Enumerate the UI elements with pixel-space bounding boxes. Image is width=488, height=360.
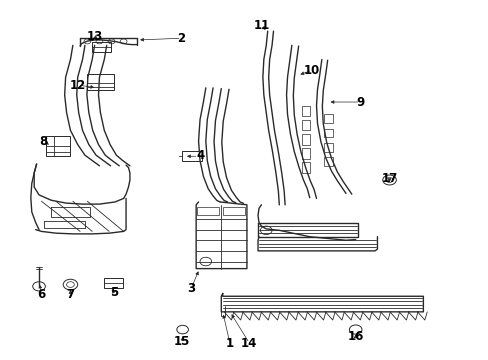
- Text: 10: 10: [304, 64, 320, 77]
- Text: 12: 12: [69, 78, 86, 91]
- Text: 5: 5: [110, 286, 118, 299]
- Text: 1: 1: [225, 337, 234, 350]
- Text: 13: 13: [86, 30, 102, 43]
- Text: 8: 8: [40, 135, 48, 148]
- Text: 15: 15: [173, 335, 189, 348]
- Text: 17: 17: [381, 172, 397, 185]
- Text: 2: 2: [177, 32, 185, 45]
- Text: 7: 7: [66, 288, 74, 301]
- Text: 16: 16: [347, 330, 363, 343]
- Text: 11: 11: [253, 19, 269, 32]
- Text: 4: 4: [197, 149, 204, 162]
- Text: 3: 3: [187, 282, 195, 294]
- Text: 14: 14: [241, 337, 257, 350]
- Text: 6: 6: [37, 288, 45, 301]
- Text: 9: 9: [356, 95, 364, 108]
